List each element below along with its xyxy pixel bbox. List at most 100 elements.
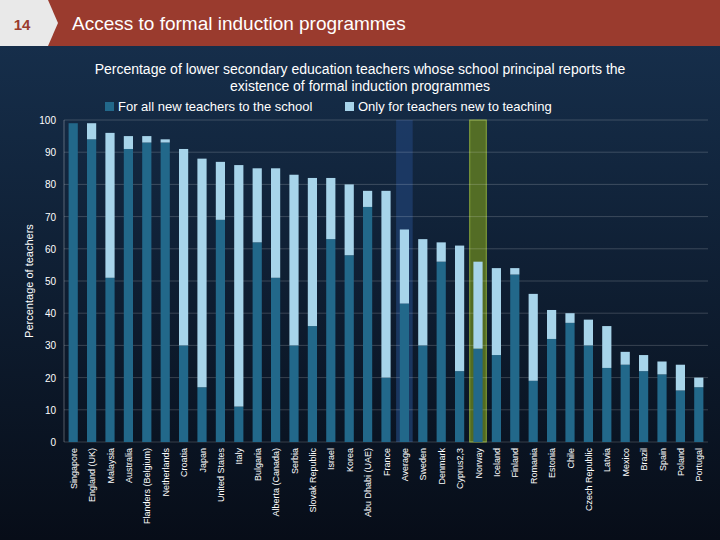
- bar-segment: [547, 310, 556, 339]
- x-tick-label: Alberta (Canada): [271, 448, 281, 517]
- bar-segment: [418, 239, 427, 345]
- legend-label: For all new teachers to the school: [118, 99, 312, 114]
- bar-segment: [657, 362, 666, 375]
- chart: 14 Access to formal induction programmes P…: [0, 0, 720, 540]
- bar-segment: [437, 242, 446, 261]
- bar-segment: [492, 268, 501, 355]
- title: Access to formal induction programmes: [72, 13, 406, 34]
- bar-segment: [381, 378, 390, 442]
- legend-swatch: [345, 102, 354, 111]
- background: [0, 0, 720, 540]
- bar-segment: [253, 242, 262, 442]
- y-tick-label: 0: [50, 437, 56, 448]
- bar-segment: [529, 294, 538, 381]
- x-tick-label: United States: [216, 448, 226, 503]
- x-tick-label: Denmark: [437, 448, 447, 485]
- bar-segment: [565, 323, 574, 442]
- bar-segment: [602, 368, 611, 442]
- bar-segment: [253, 168, 262, 242]
- bar-segment: [639, 355, 648, 371]
- bar-segment: [105, 133, 114, 278]
- x-tick-label: Australia: [124, 448, 134, 483]
- bar-segment: [179, 149, 188, 345]
- bars: [69, 123, 704, 442]
- bar-segment: [381, 191, 390, 378]
- bar-segment: [529, 381, 538, 442]
- bar-segment: [455, 371, 464, 442]
- legend-label: Only for teachers new to teaching: [358, 99, 552, 114]
- bar-segment: [179, 345, 188, 442]
- bar-segment: [400, 304, 409, 442]
- bar-segment: [565, 313, 574, 323]
- bar-segment: [271, 278, 280, 442]
- bar-segment: [473, 262, 482, 349]
- bar-segment: [657, 374, 666, 442]
- grid-line: [64, 120, 708, 121]
- x-tick-label: Israel: [326, 448, 336, 470]
- x-tick-label: Korea: [345, 448, 355, 472]
- y-axis: [64, 120, 65, 442]
- bar-segment: [602, 326, 611, 368]
- x-tick-label: Abu Dhabi (UAE): [363, 448, 373, 517]
- bar-segment: [124, 149, 133, 442]
- bar-segment: [289, 345, 298, 442]
- x-tick-label: Singapore: [69, 448, 79, 489]
- x-tick-label: Norway: [474, 448, 484, 479]
- x-tick-label: Serbia: [290, 448, 300, 474]
- x-tick-label: Malaysia: [106, 448, 116, 484]
- y-tick-label: 70: [45, 212, 57, 223]
- x-tick-label: Cyprus2,3: [455, 448, 465, 489]
- bar-segment: [455, 246, 464, 372]
- y-axis-label: Percentage of teachers: [23, 224, 35, 338]
- page-number: 14: [14, 16, 31, 33]
- bar-segment: [216, 220, 225, 442]
- bar-segment: [326, 239, 335, 442]
- bar-segment: [492, 355, 501, 442]
- bar-segment: [363, 191, 372, 207]
- bar-segment: [473, 349, 482, 442]
- bar-segment: [510, 275, 519, 442]
- y-tick-label: 20: [45, 373, 57, 384]
- x-tick-label: Mexico: [621, 448, 631, 477]
- header-band: [0, 0, 720, 46]
- bar-segment: [161, 139, 170, 142]
- y-tick-label: 40: [45, 308, 57, 319]
- bar-segment: [142, 143, 151, 442]
- x-tick-label: Romania: [529, 448, 539, 484]
- bar-segment: [418, 345, 427, 442]
- y-tick-label: 50: [45, 276, 57, 287]
- bar-segment: [87, 123, 96, 139]
- bar-segment: [621, 365, 630, 442]
- bar-segment: [326, 178, 335, 239]
- bar-segment: [584, 320, 593, 346]
- bar-segment: [69, 123, 78, 124]
- bar-segment: [69, 123, 78, 442]
- x-tick-label: Slovak Republic: [308, 448, 318, 513]
- y-tick-label: 80: [45, 179, 57, 190]
- x-tick-label: Sweden: [418, 448, 428, 481]
- subtitle: Percentage of lower secondary education …: [95, 61, 626, 94]
- x-tick-label: Czech Republic: [584, 448, 594, 512]
- x-tick-label: Japan: [198, 448, 208, 473]
- bar-segment: [87, 139, 96, 442]
- x-tick-label: Spain: [658, 448, 668, 471]
- x-tick-label: Flanders (Belgium): [142, 448, 152, 524]
- bar-segment: [197, 159, 206, 388]
- bar-segment: [547, 339, 556, 442]
- y-tick-label: 30: [45, 340, 57, 351]
- bar-segment: [308, 178, 317, 326]
- legend-swatch: [105, 102, 114, 111]
- page-tab: [0, 0, 58, 46]
- bar-segment: [400, 229, 409, 303]
- x-tick-label: Bulgaria: [253, 448, 263, 481]
- x-tick-label: Portugal: [694, 448, 704, 482]
- x-tick-label: England (UK): [87, 448, 97, 502]
- x-tick-label: Estonia: [547, 448, 557, 478]
- bar-segment: [345, 255, 354, 442]
- x-tick-label: Average: [400, 448, 410, 481]
- bar-segment: [161, 143, 170, 442]
- bar-segment: [363, 207, 372, 442]
- bar-segment: [124, 136, 133, 149]
- x-tick-label: Brazil: [639, 448, 649, 471]
- bar-segment: [639, 371, 648, 442]
